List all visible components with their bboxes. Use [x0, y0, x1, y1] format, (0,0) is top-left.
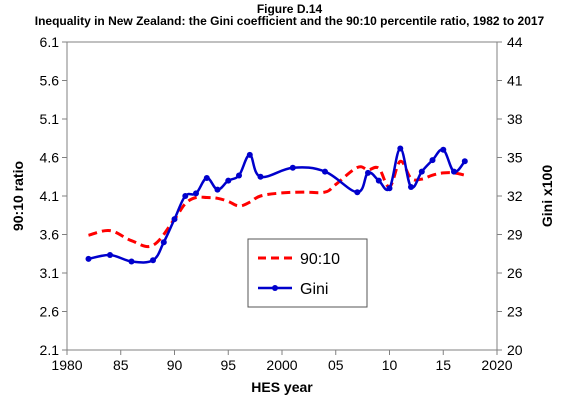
y2-tick-label: 20 — [507, 342, 523, 358]
gini-data-point — [257, 173, 264, 180]
gini-data-point — [85, 255, 92, 262]
x-tick-label: 15 — [435, 357, 451, 373]
x-tick-label: 05 — [328, 357, 344, 373]
gini-data-point — [322, 168, 328, 175]
x-tick-label: 2020 — [481, 357, 512, 373]
gini-data-point — [182, 193, 189, 199]
gini-data-point — [236, 172, 242, 179]
gini-data-point — [289, 164, 296, 171]
y2-tick-label: 23 — [507, 304, 523, 320]
series-layer — [85, 145, 468, 265]
y2-tick-label: 35 — [507, 150, 523, 166]
gini-data-point — [246, 151, 253, 158]
y-tick-label: 4.6 — [40, 150, 60, 166]
x-tick-label: 90 — [167, 357, 183, 373]
y-axis-left: 2.1 2.6 3.1 3.6 4.1 4.6 5.1 5.6 6.1 — [40, 34, 67, 358]
y-tick-label: 5.1 — [40, 111, 60, 127]
figure-label: Figure D.14 — [256, 2, 323, 16]
legend-gini-marker — [272, 285, 278, 291]
gini-data-point — [451, 168, 457, 175]
gini-data-point — [160, 239, 167, 246]
x-tick-label: 95 — [220, 357, 236, 373]
gini-data-point — [397, 145, 404, 152]
gini-data-point — [214, 186, 221, 193]
gini-data-point — [365, 169, 371, 176]
legend: 90:10 Gini — [247, 238, 368, 308]
legend-box — [247, 238, 368, 308]
gini-data-point — [386, 185, 393, 192]
gini-data-point — [193, 190, 199, 197]
gini-data-point — [440, 146, 447, 153]
gini-data-point — [408, 184, 414, 190]
x-tick-label: 10 — [382, 357, 398, 373]
gini-data-point — [461, 158, 468, 165]
y2-tick-label: 44 — [507, 34, 523, 50]
y2-tick-label: 38 — [507, 111, 523, 127]
x-axis-title: HES year — [251, 379, 313, 395]
gini-data-point — [107, 252, 113, 258]
gini-data-point — [171, 216, 178, 223]
gini-data-point — [429, 157, 436, 164]
gini-data-point — [418, 168, 425, 175]
y-tick-label: 2.6 — [40, 304, 60, 320]
y-tick-label: 3.6 — [40, 227, 60, 243]
y-tick-label: 3.1 — [40, 265, 60, 281]
y-tick-label: 6.1 — [40, 34, 60, 50]
y2-axis-title: Gini x100 — [539, 165, 555, 227]
gini-data-point — [128, 258, 135, 265]
gini-data-point — [354, 189, 361, 196]
legend-gini-label: Gini — [300, 281, 328, 298]
x-axis: 1980 85 90 95 2000 05 10 15 2020 — [51, 350, 513, 373]
gini-data-point — [375, 177, 382, 184]
legend-ratio-label: 90:10 — [300, 251, 340, 268]
y2-tick-label: 26 — [507, 265, 523, 281]
y-axis-title: 90:10 ratio — [10, 161, 26, 231]
x-tick-label: 2000 — [266, 357, 297, 373]
y-tick-label: 2.1 — [40, 342, 60, 358]
x-tick-label: 1980 — [51, 357, 82, 373]
y-axis-right: 20 23 26 29 32 35 38 41 44 — [497, 34, 523, 358]
x-tick-label: 85 — [113, 357, 129, 373]
gini-data-point — [150, 257, 156, 264]
gini-data-point — [225, 177, 232, 184]
gini-data-point — [203, 175, 210, 181]
y-tick-label: 4.1 — [40, 188, 60, 204]
y-tick-label: 5.6 — [40, 73, 60, 89]
y2-tick-label: 32 — [507, 188, 523, 204]
y2-tick-label: 29 — [507, 227, 523, 243]
chart-title: Inequality in New Zealand: the Gini coef… — [34, 14, 545, 28]
y2-tick-label: 41 — [507, 73, 523, 89]
